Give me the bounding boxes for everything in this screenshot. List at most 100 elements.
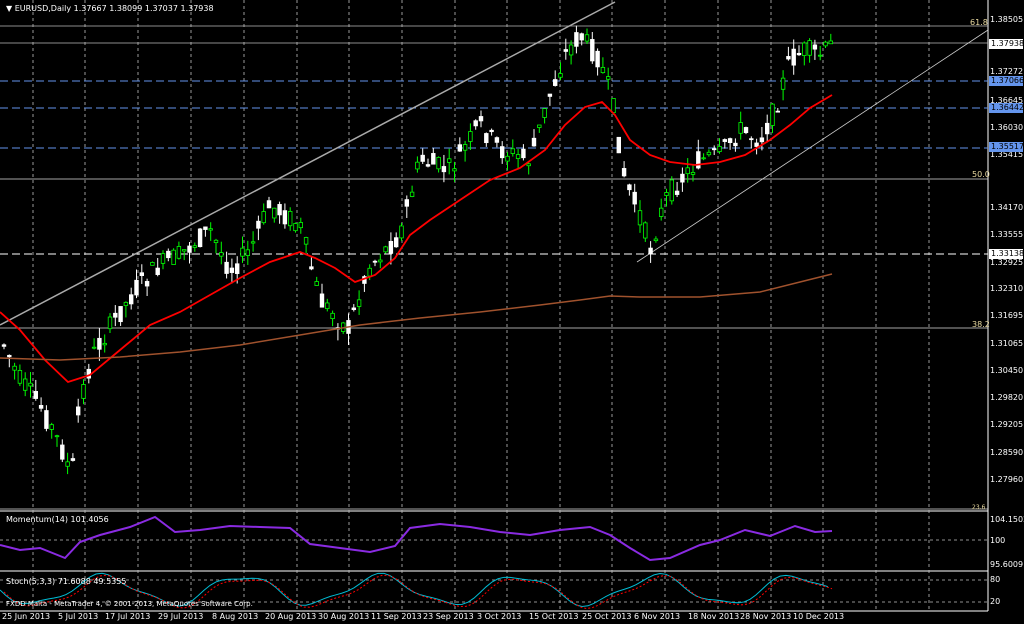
price-tick: 1.35415	[990, 150, 1024, 159]
candle-body	[372, 260, 378, 263]
candle-body	[420, 154, 425, 162]
fib-label-50: 50.0	[972, 170, 990, 179]
candle-body	[166, 250, 171, 259]
date-tick: 25 Jun 2013	[2, 612, 51, 621]
fib-label-61-8: 61.8	[970, 18, 988, 27]
price-tick: 1.36030	[990, 123, 1024, 132]
candle-body	[192, 245, 197, 248]
price-tick: 1.36645	[990, 96, 1024, 105]
candle-body	[123, 301, 129, 306]
candle-body	[176, 246, 182, 259]
candle-body	[706, 151, 712, 156]
candle-body	[367, 267, 372, 277]
candle-body	[606, 76, 611, 80]
candle-body	[7, 354, 12, 358]
candle-body	[738, 122, 743, 134]
candle-body	[611, 98, 616, 114]
candle-body	[76, 406, 81, 416]
candle-body	[282, 210, 288, 225]
candle-body	[49, 424, 54, 430]
candle-body	[229, 267, 235, 273]
price-tick: 1.38505	[990, 15, 1024, 24]
candle-body	[431, 153, 436, 165]
candle-body	[669, 179, 674, 202]
price-tick: 1.29205	[990, 420, 1024, 429]
candle-body	[351, 307, 356, 311]
price-tick: 1.31065	[990, 339, 1024, 348]
candle-body	[393, 237, 399, 248]
trendline-lower	[636, 29, 989, 263]
candle-body	[266, 200, 272, 209]
candle-body	[102, 342, 107, 346]
candle-body	[579, 33, 584, 41]
candle-body	[759, 137, 765, 143]
date-tick: 23 Sep 2013	[423, 612, 474, 621]
candle-body	[261, 211, 266, 224]
price-tick: 1.30450	[990, 366, 1024, 375]
candle-body	[298, 222, 303, 229]
candle-body	[674, 190, 680, 195]
candle-body	[38, 405, 44, 409]
price-tick: 1.28590	[990, 448, 1024, 457]
candle-body	[770, 103, 775, 126]
momentum-tick: 100	[990, 536, 1006, 545]
chart-header: ▼ EURUSD,Daily 1.37667 1.38099 1.37037 1…	[6, 4, 214, 14]
fib-label-38-2: 38.2	[972, 320, 990, 329]
candle-body	[139, 272, 144, 276]
candle-body	[452, 168, 457, 172]
candle-body	[823, 41, 828, 47]
candle-body	[446, 158, 452, 163]
stoch-main-line	[0, 572, 829, 607]
moving-average-slow	[0, 273, 833, 361]
candle-body	[701, 157, 706, 160]
candle-body	[643, 222, 648, 239]
candle-body	[171, 249, 176, 265]
candle-body	[314, 281, 319, 286]
candle-body	[378, 259, 383, 263]
candle-body	[134, 279, 139, 296]
candle-body	[33, 391, 38, 399]
candle-body	[712, 148, 717, 151]
dropdown-arrow-icon[interactable]: ▼	[6, 4, 13, 13]
candle-body	[144, 281, 150, 287]
date-tick: 18 Nov 2013	[688, 612, 740, 621]
date-tick: 25 Oct 2013	[582, 612, 632, 621]
candle-body	[632, 191, 637, 205]
stoch-tick: 80	[990, 575, 1001, 584]
candle-body	[537, 124, 542, 128]
candle-body	[303, 237, 309, 245]
date-tick: 5 Jul 2013	[58, 612, 99, 621]
candle-body	[404, 199, 409, 207]
candle-body	[70, 458, 76, 461]
price-tick: 1.31695	[990, 311, 1024, 320]
candle-body	[113, 312, 118, 318]
candle-body	[399, 225, 404, 239]
candle-body	[531, 137, 537, 147]
candle-body	[219, 252, 224, 257]
price-tick: 1.32310	[990, 284, 1024, 293]
candle-body	[627, 184, 632, 191]
candle-body	[150, 262, 155, 266]
candle-body	[65, 461, 70, 467]
candle-body	[717, 146, 722, 153]
candle-body	[648, 247, 653, 255]
candle-body	[356, 299, 362, 307]
candle-body	[60, 444, 65, 460]
candle-body	[664, 192, 669, 196]
candle-body	[526, 163, 531, 167]
candle-body	[722, 139, 727, 142]
date-tick: 29 Jul 2013	[158, 612, 204, 621]
date-tick: 10 Dec 2013	[793, 612, 845, 621]
candle-body	[499, 146, 505, 159]
momentum-tick: 104.1502	[990, 515, 1024, 524]
candle-body	[287, 210, 293, 227]
moving-average-fast	[0, 94, 833, 384]
price-tick: 1.34170	[990, 203, 1024, 212]
candle-body	[558, 73, 563, 78]
candle-body	[807, 40, 812, 56]
date-tick: 8 Aug 2013	[212, 612, 259, 621]
candle-body	[775, 110, 780, 113]
candle-body	[780, 77, 786, 90]
trendline-upper	[0, 1, 616, 326]
